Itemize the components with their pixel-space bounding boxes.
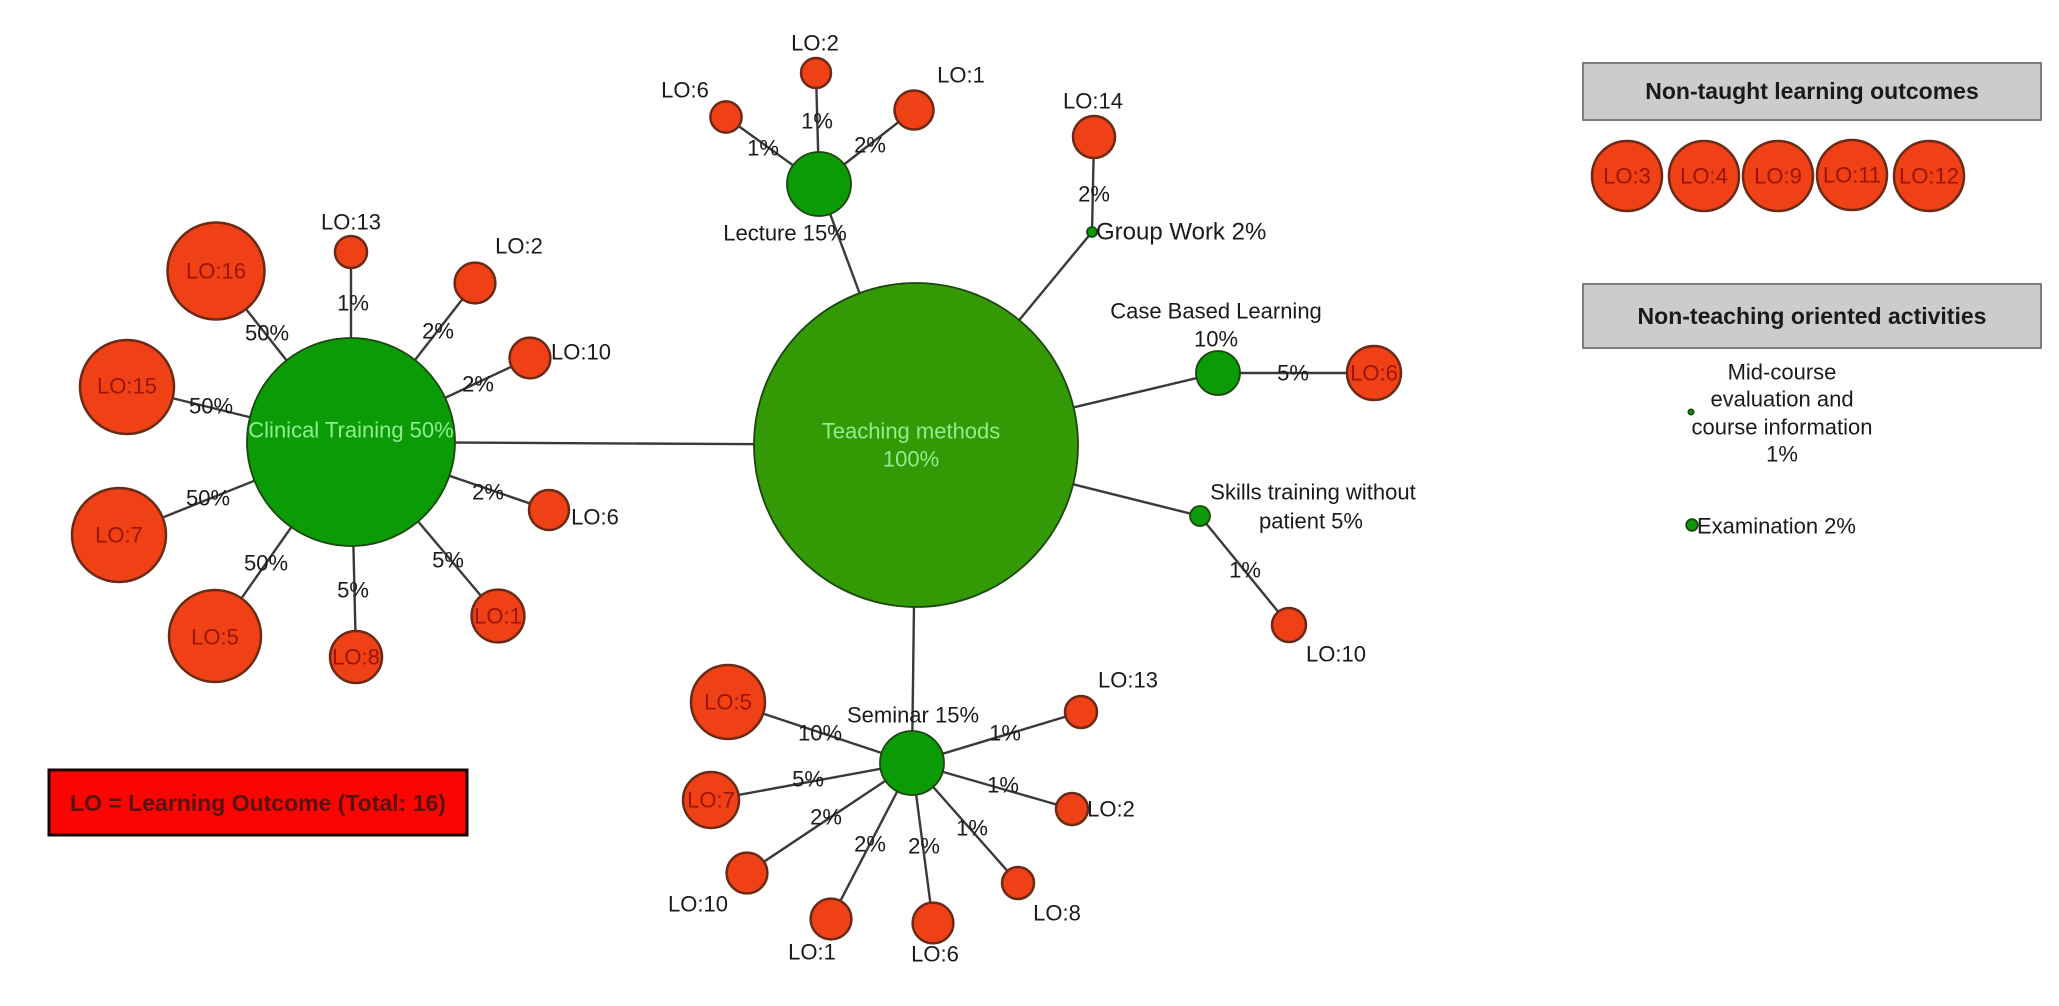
svg-text:2%: 2% (854, 133, 886, 158)
svg-text:1%: 1% (956, 816, 988, 841)
svg-text:1%: 1% (1766, 442, 1798, 467)
svg-text:LO:1: LO:1 (474, 604, 522, 629)
svg-text:LO:1: LO:1 (788, 940, 836, 965)
svg-text:LO:13: LO:13 (321, 210, 381, 235)
svg-text:LO:6: LO:6 (1350, 361, 1398, 386)
svg-text:1%: 1% (1229, 558, 1261, 583)
svg-text:LO:14: LO:14 (1063, 89, 1123, 114)
svg-text:Lecture 15%: Lecture 15% (723, 221, 847, 246)
svg-text:LO:7: LO:7 (95, 523, 143, 548)
svg-text:LO:12: LO:12 (1899, 164, 1959, 189)
svg-text:2%: 2% (422, 319, 454, 344)
svg-text:1%: 1% (337, 291, 369, 316)
svg-text:100%: 100% (883, 447, 939, 472)
svg-text:LO:6: LO:6 (571, 505, 619, 530)
svg-text:Seminar 15%: Seminar 15% (847, 703, 979, 728)
svg-text:Examination 2%: Examination 2% (1697, 514, 1856, 539)
svg-text:2%: 2% (854, 832, 886, 857)
svg-text:patient 5%: patient 5% (1259, 509, 1363, 534)
svg-text:LO:13: LO:13 (1098, 668, 1158, 693)
svg-text:1%: 1% (747, 136, 779, 161)
svg-text:LO:11: LO:11 (1823, 163, 1881, 188)
svg-text:LO:2: LO:2 (495, 234, 543, 259)
svg-text:LO:10: LO:10 (1306, 642, 1366, 667)
svg-text:5%: 5% (337, 578, 369, 603)
svg-text:LO:8: LO:8 (332, 645, 380, 670)
svg-text:LO:3: LO:3 (1603, 164, 1651, 189)
svg-text:50%: 50% (186, 486, 230, 511)
svg-text:5%: 5% (792, 767, 824, 792)
svg-text:1%: 1% (989, 721, 1021, 746)
svg-text:2%: 2% (810, 805, 842, 830)
svg-text:LO:4: LO:4 (1680, 164, 1728, 189)
svg-text:LO:2: LO:2 (791, 31, 839, 56)
svg-text:course information: course information (1692, 415, 1873, 440)
svg-text:LO:9: LO:9 (1754, 164, 1802, 189)
svg-text:50%: 50% (244, 551, 288, 576)
svg-text:Non-teaching oriented activiti: Non-teaching oriented activities (1638, 303, 1987, 329)
svg-text:Case Based Learning: Case Based Learning (1110, 299, 1322, 324)
svg-text:LO:16: LO:16 (186, 259, 246, 284)
svg-text:LO:2: LO:2 (1087, 797, 1135, 822)
svg-text:2%: 2% (908, 834, 940, 859)
svg-text:LO:7: LO:7 (687, 788, 735, 813)
svg-text:LO:5: LO:5 (704, 690, 752, 715)
svg-text:5%: 5% (1277, 361, 1309, 386)
svg-text:10%: 10% (1194, 327, 1238, 352)
svg-text:LO:6: LO:6 (911, 942, 959, 967)
svg-text:1%: 1% (987, 773, 1019, 798)
svg-text:LO:5: LO:5 (191, 625, 239, 650)
svg-text:Skills training without: Skills training without (1210, 480, 1415, 505)
svg-text:10%: 10% (798, 721, 842, 746)
svg-text:LO:15: LO:15 (97, 374, 157, 399)
svg-text:Teaching methods: Teaching methods (822, 419, 1001, 444)
svg-text:50%: 50% (189, 394, 233, 419)
svg-text:LO:10: LO:10 (668, 892, 728, 917)
svg-text:evaluation and: evaluation and (1710, 387, 1853, 412)
svg-text:2%: 2% (472, 480, 504, 505)
svg-text:1%: 1% (801, 109, 833, 134)
svg-text:LO:1: LO:1 (937, 63, 985, 88)
svg-text:LO:8: LO:8 (1033, 901, 1081, 926)
svg-text:2%: 2% (1078, 182, 1110, 207)
svg-text:Group Work 2%: Group Work 2% (1096, 219, 1266, 246)
svg-text:Mid-course: Mid-course (1728, 360, 1837, 385)
svg-text:5%: 5% (432, 548, 464, 573)
svg-text:LO = Learning Outcome (Total:: LO = Learning Outcome (Total: 16) (70, 790, 446, 816)
svg-text:2%: 2% (462, 372, 494, 397)
svg-text:LO:6: LO:6 (661, 78, 709, 103)
svg-text:50%: 50% (245, 321, 289, 346)
svg-text:Clinical Training 50%: Clinical Training 50% (248, 418, 453, 443)
svg-text:LO:10: LO:10 (551, 340, 611, 365)
svg-text:Non-taught learning outcomes: Non-taught learning outcomes (1645, 78, 1979, 104)
